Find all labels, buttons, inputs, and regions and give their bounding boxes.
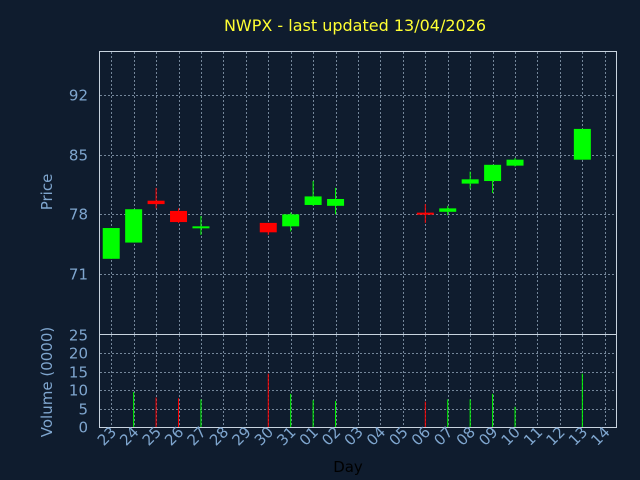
price-tick-label: 85 bbox=[69, 147, 88, 165]
candle-body bbox=[192, 226, 210, 229]
candle-body bbox=[282, 214, 300, 227]
volume-panel-frame bbox=[99, 334, 617, 428]
candle-body bbox=[416, 212, 434, 215]
candle-body bbox=[304, 196, 322, 205]
candle bbox=[304, 181, 322, 206]
candle bbox=[259, 222, 277, 235]
volume-tick-label: 25 bbox=[69, 327, 88, 345]
candle bbox=[102, 228, 120, 259]
candle-body bbox=[147, 200, 165, 205]
candle-body bbox=[102, 228, 120, 259]
candle bbox=[439, 205, 457, 216]
candle bbox=[147, 187, 165, 209]
candle-body bbox=[573, 128, 591, 160]
price-axis-ticks: 71 78 85 92 bbox=[69, 87, 88, 284]
volume-tick-label: 15 bbox=[69, 364, 88, 382]
candle-body bbox=[259, 222, 277, 233]
candle bbox=[125, 209, 143, 243]
volume-tick-label: 0 bbox=[78, 419, 88, 437]
x-axis-ticks: 2324252627282930310102030405060708091011… bbox=[94, 423, 614, 449]
volume-grid bbox=[100, 335, 616, 427]
chart-title: NWPX - last updated 13/04/2026 bbox=[224, 16, 486, 35]
volume-axis-label: Volume (0000) bbox=[38, 327, 56, 437]
price-tick-label: 92 bbox=[69, 87, 88, 105]
candle-body bbox=[506, 159, 524, 166]
candle-body bbox=[439, 208, 457, 212]
candle bbox=[573, 128, 591, 160]
candle bbox=[506, 157, 524, 167]
candle bbox=[170, 208, 188, 223]
candle-body bbox=[484, 164, 502, 182]
price-tick-label: 71 bbox=[69, 266, 88, 284]
volume-tick-label: 5 bbox=[78, 401, 88, 419]
candle bbox=[484, 164, 502, 193]
candle bbox=[461, 171, 479, 189]
x-axis-label: Day bbox=[333, 458, 363, 476]
volume-tick-label: 10 bbox=[69, 382, 88, 400]
candle-body bbox=[461, 179, 479, 184]
volume-tick-label: 20 bbox=[69, 345, 88, 363]
candle bbox=[327, 187, 345, 215]
price-axis-label: Price bbox=[38, 174, 56, 211]
candle bbox=[192, 216, 210, 235]
candles bbox=[102, 128, 591, 259]
candle bbox=[282, 212, 300, 232]
candle-body bbox=[327, 198, 345, 206]
price-grid bbox=[100, 52, 616, 334]
candle-body bbox=[170, 210, 188, 223]
candle-body bbox=[125, 209, 143, 243]
candle bbox=[416, 204, 434, 223]
price-tick-label: 78 bbox=[69, 206, 88, 224]
volume-bars bbox=[133, 373, 583, 427]
